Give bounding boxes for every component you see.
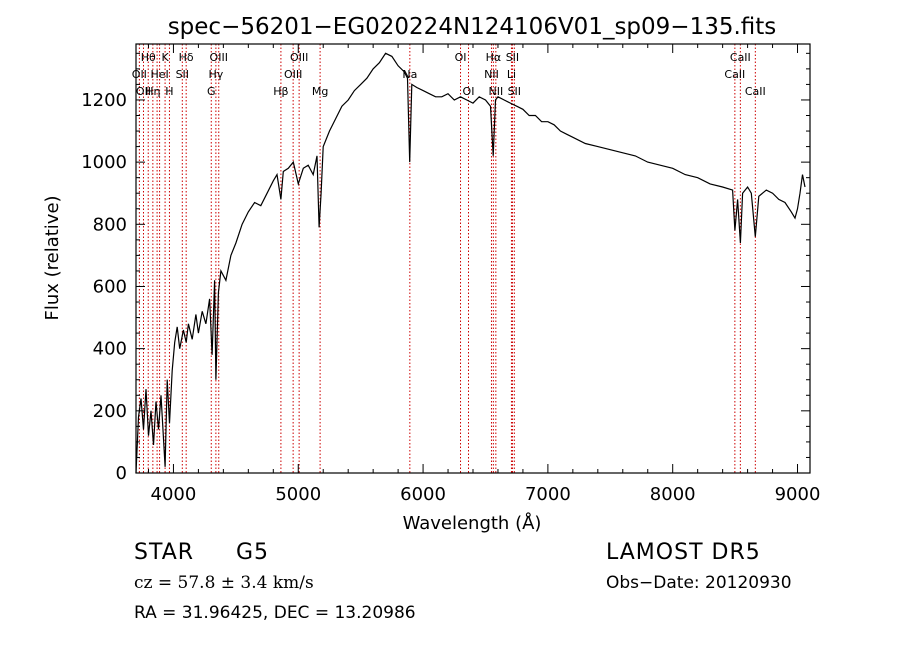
line-marker-label: OIII <box>284 68 302 81</box>
line-marker-label: OIII <box>290 51 308 64</box>
line-marker-label: CaII <box>724 68 745 81</box>
plot-frame <box>135 43 811 474</box>
line-marker-label: Hθ <box>141 51 156 64</box>
line-marker-label: OIII <box>210 51 228 64</box>
x-tick-label: 4000 <box>151 484 197 505</box>
line-marker-label: Mg <box>312 85 328 98</box>
y-axis-label: Flux (relative) <box>42 195 63 320</box>
line-marker-label: G <box>207 85 216 98</box>
line-marker-label: Hδ <box>179 51 194 64</box>
x-tick-label: 7000 <box>525 484 571 505</box>
spectrum-line <box>135 52 806 474</box>
chart-title: spec−56201−EG020224N124106V01_sp09−135.f… <box>168 14 777 40</box>
x-tick-label: 9000 <box>775 484 821 505</box>
y-tick-label: 800 <box>93 214 127 235</box>
line-marker-label: Li <box>507 68 516 81</box>
survey-name: LAMOST DR5 <box>606 540 761 565</box>
line-marker-label: OII <box>136 85 151 98</box>
line-marker-label: K <box>161 51 169 64</box>
x-axis: 4000 5000 6000 7000 8000 9000 <box>147 44 821 505</box>
line-marker-labels: OIIOIIHθHηHeIKHSIIHδGHγOIIIHβOIIIOIIIMgN… <box>132 51 766 98</box>
y-tick-label: 1000 <box>81 152 127 173</box>
line-marker-label: Hα <box>486 51 502 64</box>
x-axis-label: Wavelength (Å) <box>403 512 542 534</box>
line-markers <box>138 44 756 473</box>
line-marker-label: SII <box>176 68 189 81</box>
x-tick-label: 5000 <box>275 484 321 505</box>
line-marker-label: OI <box>463 85 475 98</box>
line-marker-label: OI <box>455 51 467 64</box>
line-marker-label: NII <box>484 68 499 81</box>
line-marker-label: CaII <box>730 51 751 64</box>
x-tick-label: 8000 <box>650 484 696 505</box>
line-marker-label: NII <box>488 85 503 98</box>
line-marker-label: Hβ <box>273 85 288 98</box>
line-marker-label: SII <box>506 51 519 64</box>
coordinates: RA = 31.96425, DEC = 13.20986 <box>134 603 416 623</box>
line-marker-label: HeI <box>150 68 168 81</box>
y-tick-label: 0 <box>116 463 127 484</box>
y-tick-label: 600 <box>93 276 127 297</box>
object-type: STAR <box>134 540 195 565</box>
subclass: G5 <box>236 540 270 565</box>
y-tick-label: 200 <box>93 401 127 422</box>
redshift-value: cz = 57.8 ± 3.4 km/s <box>134 573 314 593</box>
line-marker-label: Hη <box>145 85 160 98</box>
y-tick-label: 400 <box>93 339 127 360</box>
line-marker-label: H <box>165 85 173 98</box>
y-axis: 0 200 400 600 800 1000 1200 <box>81 52 810 484</box>
x-tick-label: 6000 <box>400 484 446 505</box>
line-marker-label: Na <box>402 68 417 81</box>
y-tick-label: 1200 <box>81 90 127 111</box>
line-marker-label: OII <box>132 68 147 81</box>
line-marker-label: SII <box>508 85 521 98</box>
observation-date: Obs−Date: 20120930 <box>606 573 792 593</box>
line-marker-label: CaII <box>745 85 766 98</box>
line-marker-label: Hγ <box>208 68 223 81</box>
